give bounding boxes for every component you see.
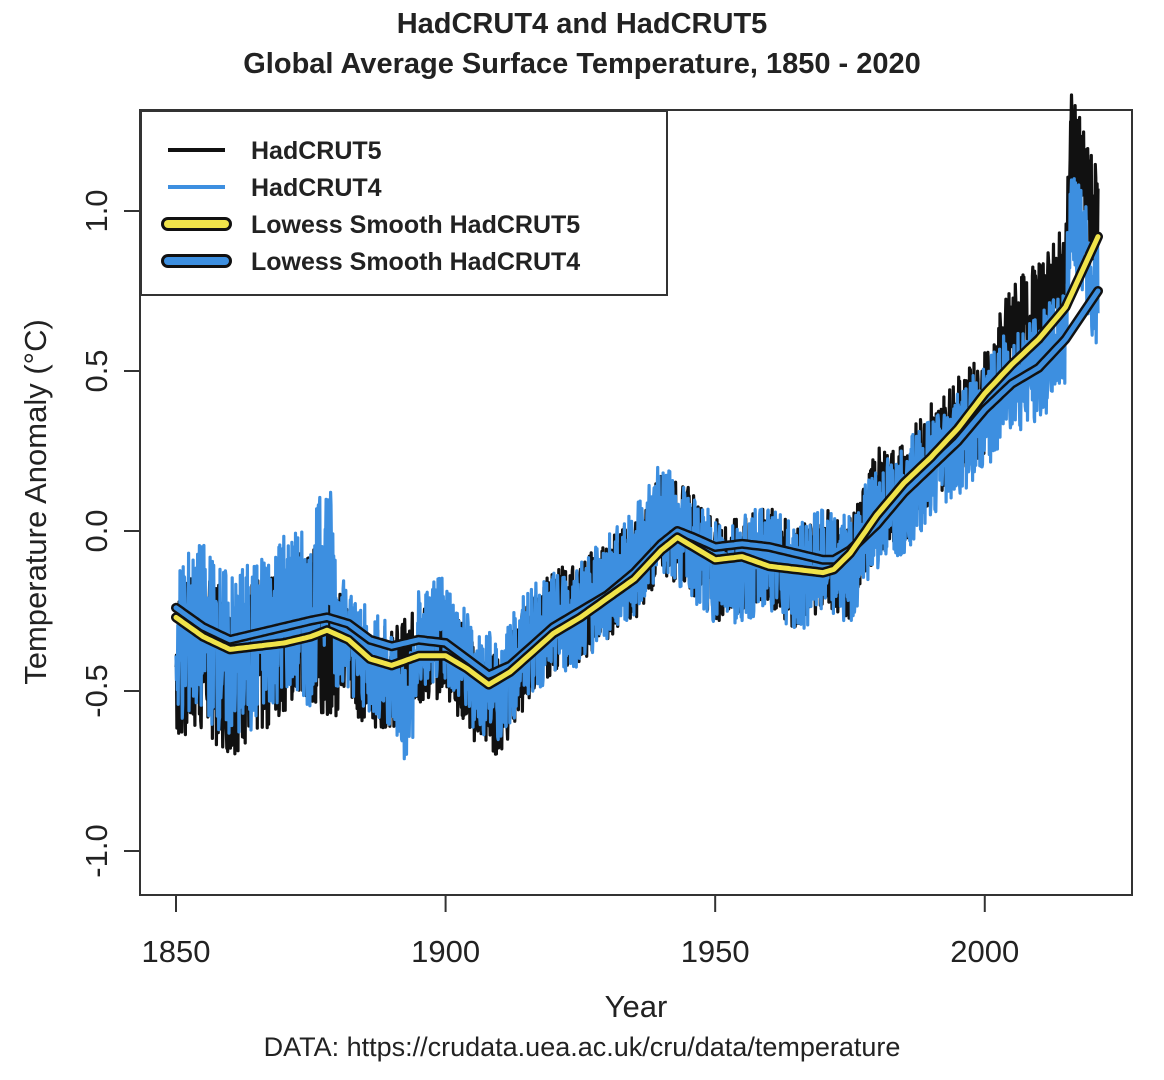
chart-svg: 1850 1900 1950 2000 -1.0 -0.5 0.0 0.5 1.0 Year T…	[18, 93, 1133, 1024]
x-axis-label: Year	[605, 989, 668, 1024]
x-tick-label-1850: 1850	[142, 934, 211, 969]
legend-label-hadcrut5: HadCRUT5	[251, 137, 382, 165]
y-tick-label-0: -1.0	[79, 824, 114, 877]
chart-title: HadCRUT4 and HadCRUT5	[396, 8, 768, 40]
legend-label-lowess-smooth-hadcrut4: Lowess Smooth HadCRUT4	[251, 248, 580, 276]
series-line-hadcrut4	[174, 177, 1100, 761]
y-axis-label: Temperature Anomaly (°C)	[18, 319, 53, 685]
y-tick-label-2: 0.0	[79, 509, 114, 552]
y-tick-label-4: 1.0	[79, 189, 114, 232]
data-source-footer: DATA: https://crudata.uea.ac.uk/cru/data…	[263, 1032, 901, 1062]
y-tick-label-3: 0.5	[79, 349, 114, 392]
x-tick-label-1900: 1900	[411, 934, 480, 969]
chart-subtitle: Global Average Surface Temperature, 1850…	[243, 48, 921, 80]
x-tick-label-1950: 1950	[681, 934, 750, 969]
x-tick-label-2000: 2000	[950, 934, 1019, 969]
axis-layer: 1850 1900 1950 2000 -1.0 -0.5 0.0 0.5 1.0	[79, 189, 1019, 969]
series-line-lowess-smooth-hadcrut5	[173, 234, 1101, 688]
y-tick-label-1: -0.5	[79, 664, 114, 717]
series-layer	[171, 93, 1103, 761]
legend-label-hadcrut4: HadCRUT4	[251, 174, 382, 202]
legend-label-lowess-smooth-hadcrut5: Lowess Smooth HadCRUT5	[251, 211, 580, 239]
legend: HadCRUT5 HadCRUT4 Lowess Smooth HadCRUT5 Lo…	[140, 110, 668, 296]
